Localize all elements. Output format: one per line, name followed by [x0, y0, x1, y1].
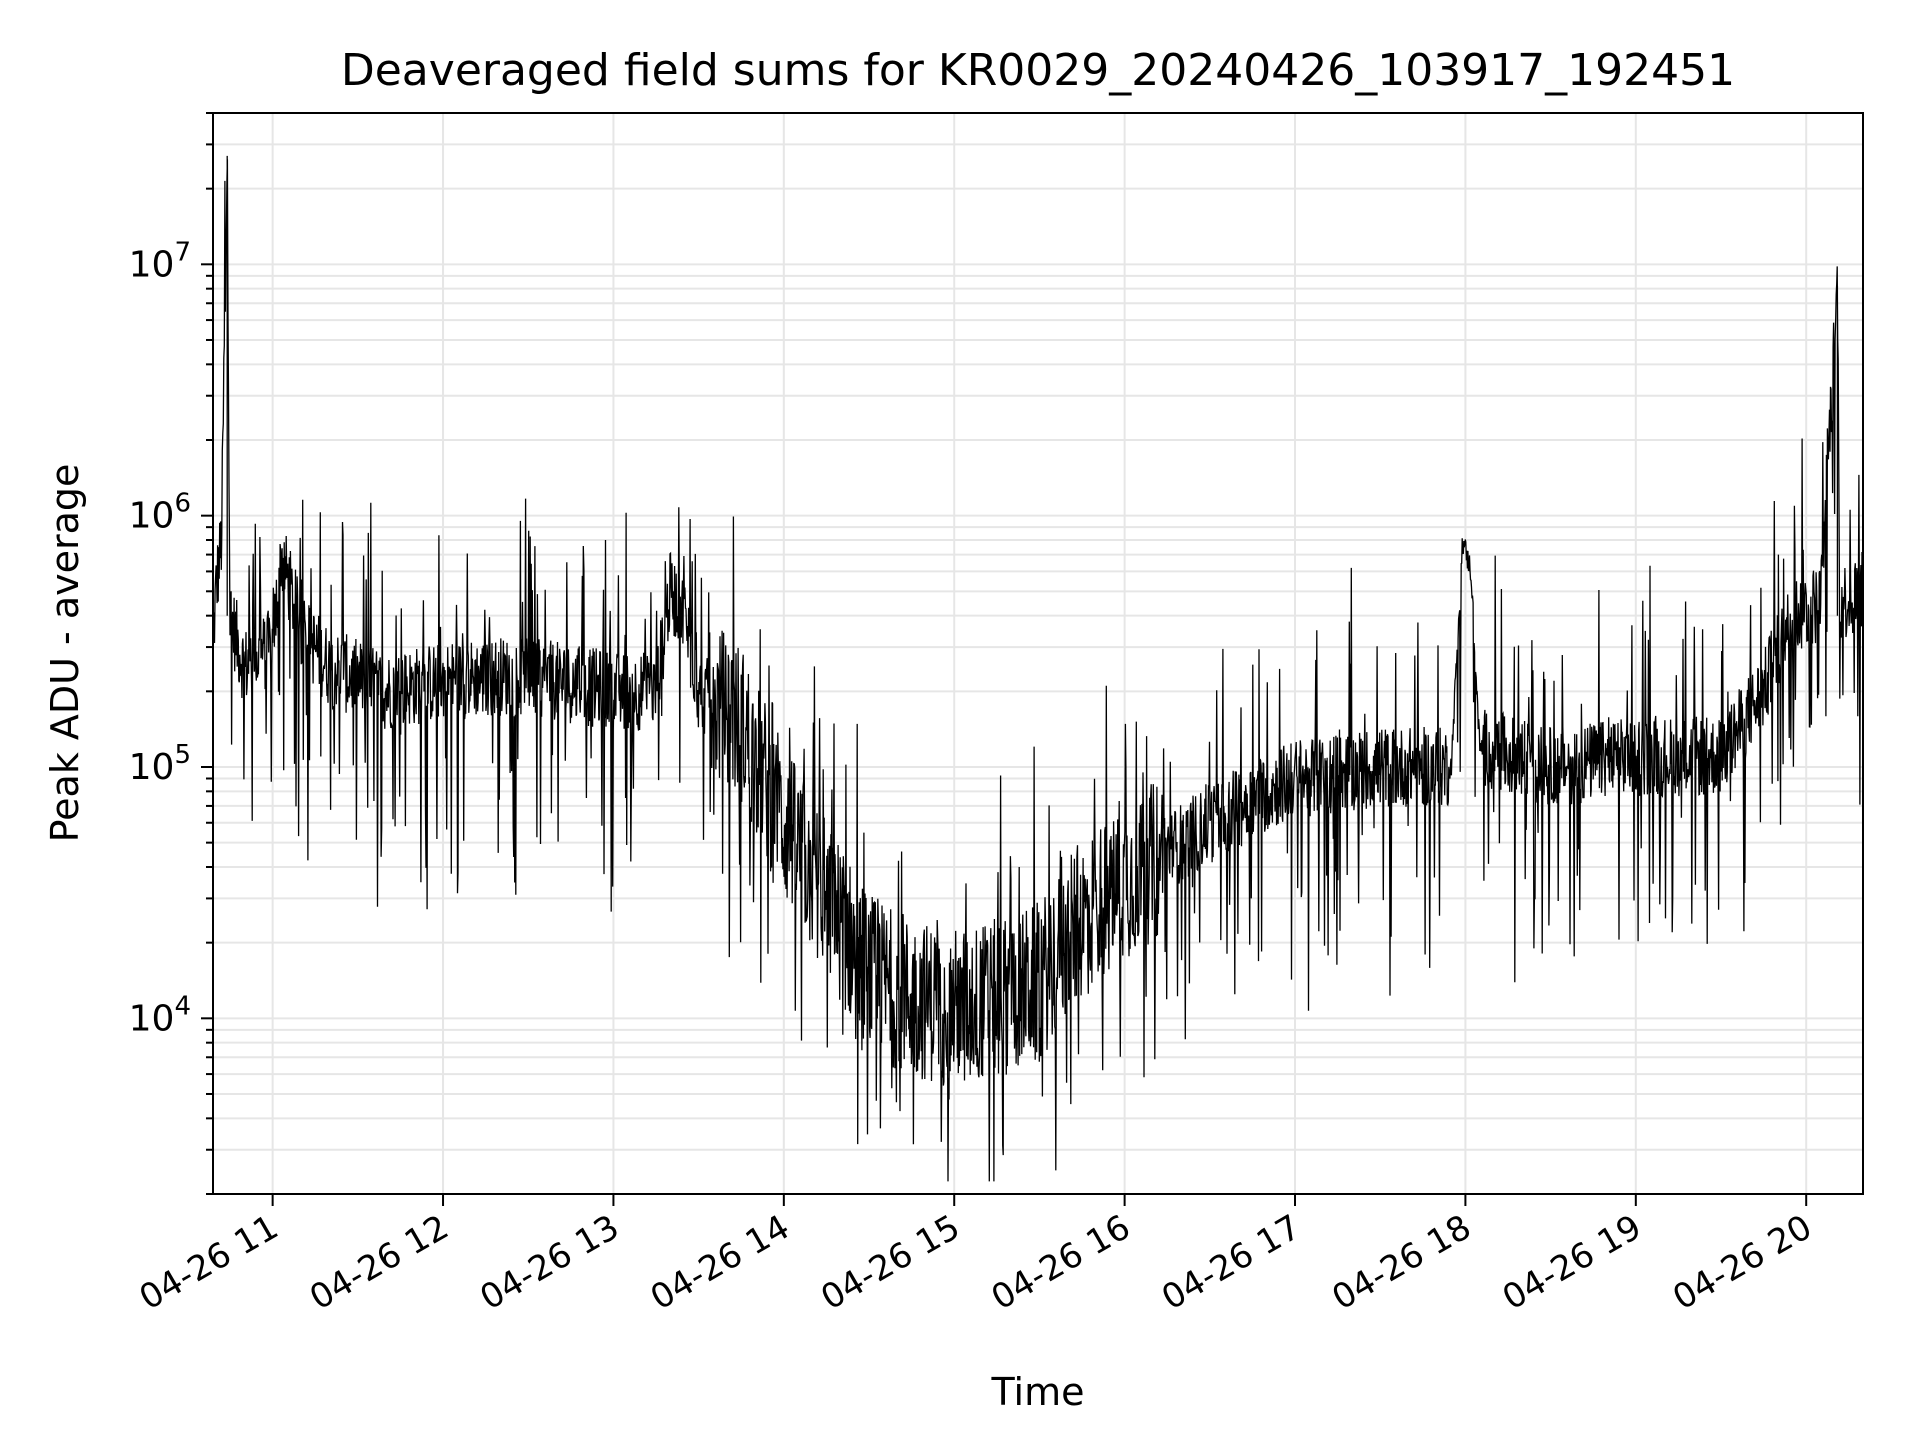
y-axis-label: Peak ADU - average: [43, 464, 87, 843]
x-axis-label: Time: [991, 1370, 1085, 1414]
series-line: [212, 155, 1864, 1182]
plot-frame: [212, 112, 1864, 1195]
y-tick-label: 105: [129, 740, 191, 788]
y-tick-label: 107: [129, 237, 191, 285]
chart-title: Deaveraged field sums for KR0029_2024042…: [341, 45, 1735, 96]
y-axis: 104 105 106 107: [129, 112, 213, 1195]
y-tick-label: 106: [129, 489, 191, 537]
y-tick-label: 104: [129, 991, 191, 1039]
plot-area: [212, 155, 1864, 1182]
